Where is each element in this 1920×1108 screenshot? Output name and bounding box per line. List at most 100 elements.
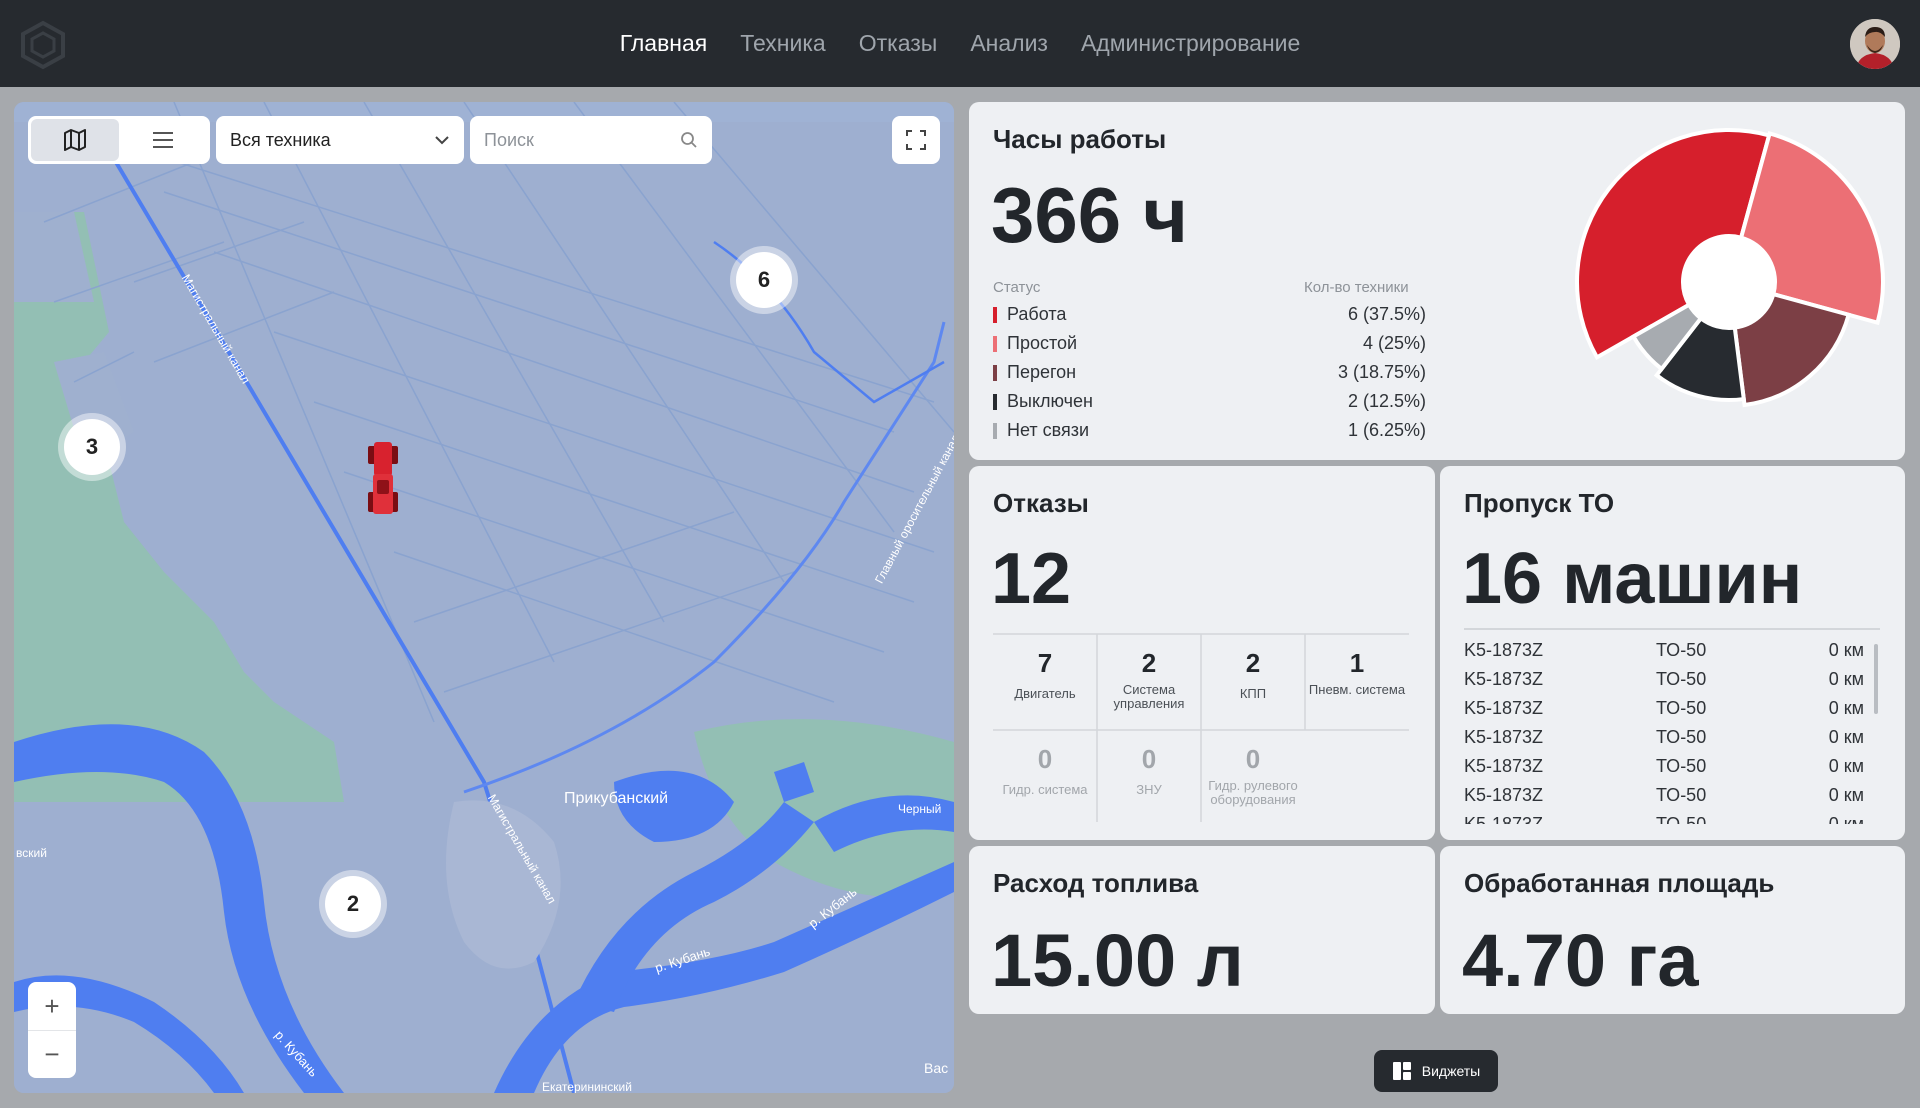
service-type: ТО-50	[1656, 640, 1707, 660]
failure-count: 0	[1141, 744, 1157, 774]
failure-label: Система управления	[1113, 682, 1185, 711]
map-cluster-marker[interactable]: 3	[64, 419, 120, 475]
failure-label: КПП	[1239, 686, 1267, 701]
nav-item-home[interactable]: Главная	[619, 30, 708, 56]
map-view-button[interactable]	[31, 119, 119, 161]
fuel-title: Расход топлива	[993, 868, 1199, 898]
list-item[interactable]: K5-1873Z ТО-50 0 км	[1464, 638, 1864, 667]
maintenance-list[interactable]: K5-1873Z ТО-50 0 км K5-1873Z ТО-50 0 км …	[1464, 638, 1880, 824]
list-item[interactable]: K5-1873Z ТО-50 0 км	[1464, 667, 1864, 696]
view-toggle	[28, 116, 210, 164]
equipment-filter-select[interactable]: Вся техника	[216, 116, 464, 164]
nav-item-failures[interactable]: Отказы	[858, 30, 938, 56]
vehicle-id: K5-1873Z	[1464, 698, 1544, 718]
failures-card: Отказы 12 7 Двигатель 2 Система управлен…	[969, 466, 1435, 840]
main-nav: Главная Техника Отказы Анализ Администри…	[0, 0, 1920, 87]
search-input[interactable]	[484, 129, 680, 151]
map-label-bottom: Екатерининский	[542, 1080, 632, 1093]
failure-category[interactable]: 7 Двигатель	[993, 634, 1097, 730]
maintenance-value: 16 машин	[1462, 539, 1803, 619]
status-count: 6 (37.5%)	[1347, 304, 1426, 324]
status-count: 2 (12.5%)	[1347, 391, 1426, 411]
list-item[interactable]: K5-1873Z ТО-50 0 км	[1464, 754, 1864, 783]
search-box	[470, 116, 712, 164]
failure-category[interactable]: 1 Пневм. система	[1305, 634, 1409, 730]
vehicle-id: K5-1873Z	[1464, 669, 1544, 689]
area-title: Обработанная площадь	[1464, 868, 1775, 898]
nav-item-admin[interactable]: Администрирование	[1080, 30, 1301, 56]
failure-category[interactable]: 0 Гидр. рулевого оборудования	[1201, 730, 1305, 826]
status-count: 1 (6.25%)	[1347, 420, 1426, 440]
scrollbar[interactable]	[1874, 644, 1878, 714]
vehicle-id: K5-1873Z	[1464, 785, 1544, 805]
map-cluster-marker[interactable]: 6	[736, 252, 792, 308]
list-icon	[153, 132, 173, 148]
distance: 0 км	[1828, 669, 1864, 689]
zoom-control: + −	[28, 982, 76, 1078]
equipment-filter-value: Вся техника	[230, 129, 331, 150]
nav-item-analysis[interactable]: Анализ	[970, 30, 1048, 56]
failure-count: 2	[1245, 648, 1261, 678]
nav-item-equipment[interactable]: Техника	[740, 30, 826, 56]
logo-icon[interactable]	[18, 20, 68, 70]
top-bar: Главная Техника Отказы Анализ Администри…	[0, 0, 1920, 87]
hours-title: Часы работы	[993, 124, 1167, 154]
widgets-button[interactable]: Виджеты	[1374, 1050, 1498, 1092]
map-toolbar: Вся техника	[28, 116, 712, 164]
fuel-value: 15.00 л	[991, 919, 1244, 1002]
fuel-card: Расход топлива 15.00 л	[969, 846, 1435, 1014]
map-canvas[interactable]	[14, 102, 954, 1093]
failure-count: 7	[1037, 648, 1053, 678]
failures-value: 12	[991, 539, 1072, 619]
area-card: Обработанная площадь 4.70 га	[1440, 846, 1905, 1014]
status-row: Выключен 2 (12.5%)	[993, 389, 1426, 418]
vehicle-id: K5-1873Z	[1464, 727, 1544, 747]
failure-label: Гидр. рулевого оборудования	[1208, 778, 1298, 807]
hours-card: Часы работы 366 ч Статус Кол-во техники …	[969, 102, 1905, 460]
map-label-prikubansky: Прикубанский	[564, 790, 669, 807]
service-type: ТО-50	[1656, 814, 1707, 824]
service-type: ТО-50	[1656, 669, 1707, 689]
service-type: ТО-50	[1656, 756, 1707, 776]
service-type: ТО-50	[1656, 785, 1707, 805]
maintenance-title: Пропуск ТО	[1464, 488, 1615, 518]
failure-label: Двигатель	[1014, 686, 1076, 701]
list-item[interactable]: K5-1873Z ТО-50 0 км	[1464, 696, 1864, 725]
tractor-marker-icon[interactable]	[366, 440, 400, 518]
status-count: 3 (18.75%)	[1337, 362, 1426, 382]
failure-category[interactable]: 2 КПП	[1201, 634, 1305, 730]
widgets-icon	[1392, 1062, 1411, 1080]
failure-category[interactable]: 0 ЗНУ	[1097, 730, 1201, 826]
failure-count: 0	[1245, 744, 1261, 774]
distance: 0 км	[1828, 814, 1864, 824]
zoom-out-button[interactable]: −	[28, 1030, 76, 1078]
map-cluster-marker[interactable]: 2	[325, 876, 381, 932]
map-panel[interactable]: Прикубанский Черный вский Вас р. Кубань …	[14, 102, 954, 1093]
list-view-button[interactable]	[119, 119, 207, 161]
status-donut-chart	[1575, 128, 1885, 408]
failures-title: Отказы	[993, 488, 1089, 518]
distance: 0 км	[1828, 698, 1864, 718]
status-color-marker	[993, 394, 997, 410]
fullscreen-button[interactable]	[892, 116, 940, 164]
avatar[interactable]	[1850, 19, 1900, 69]
map-label-vas: Вас	[924, 1060, 949, 1076]
widgets-button-label: Виджеты	[1421, 1063, 1481, 1079]
list-item[interactable]: K5-1873Z ТО-50 0 км	[1464, 783, 1864, 812]
status-label: Выключен	[1007, 391, 1093, 411]
status-label: Простой	[1007, 333, 1078, 353]
list-item[interactable]: K5-1873Z ТО-50 0 км	[1464, 725, 1864, 754]
hours-value: 366 ч	[991, 171, 1189, 259]
status-row: Нет связи 1 (6.25%)	[993, 418, 1426, 447]
status-color-marker	[993, 365, 997, 381]
failure-category[interactable]: 0 Гидр. система	[993, 730, 1097, 826]
list-item[interactable]: K5-1873Z ТО-50 0 км	[1464, 812, 1864, 824]
failure-category[interactable]: 2 Система управления	[1097, 634, 1201, 730]
maintenance-card: Пропуск ТО 16 машин K5-1873Z ТО-50 0 км …	[1440, 466, 1905, 840]
search-icon[interactable]	[680, 131, 698, 149]
failure-label: ЗНУ	[1136, 782, 1162, 797]
chevron-down-icon	[435, 136, 449, 145]
user-avatar-icon	[1850, 19, 1900, 69]
zoom-in-button[interactable]: +	[44, 990, 60, 1021]
failures-grid-lines	[993, 633, 1409, 822]
